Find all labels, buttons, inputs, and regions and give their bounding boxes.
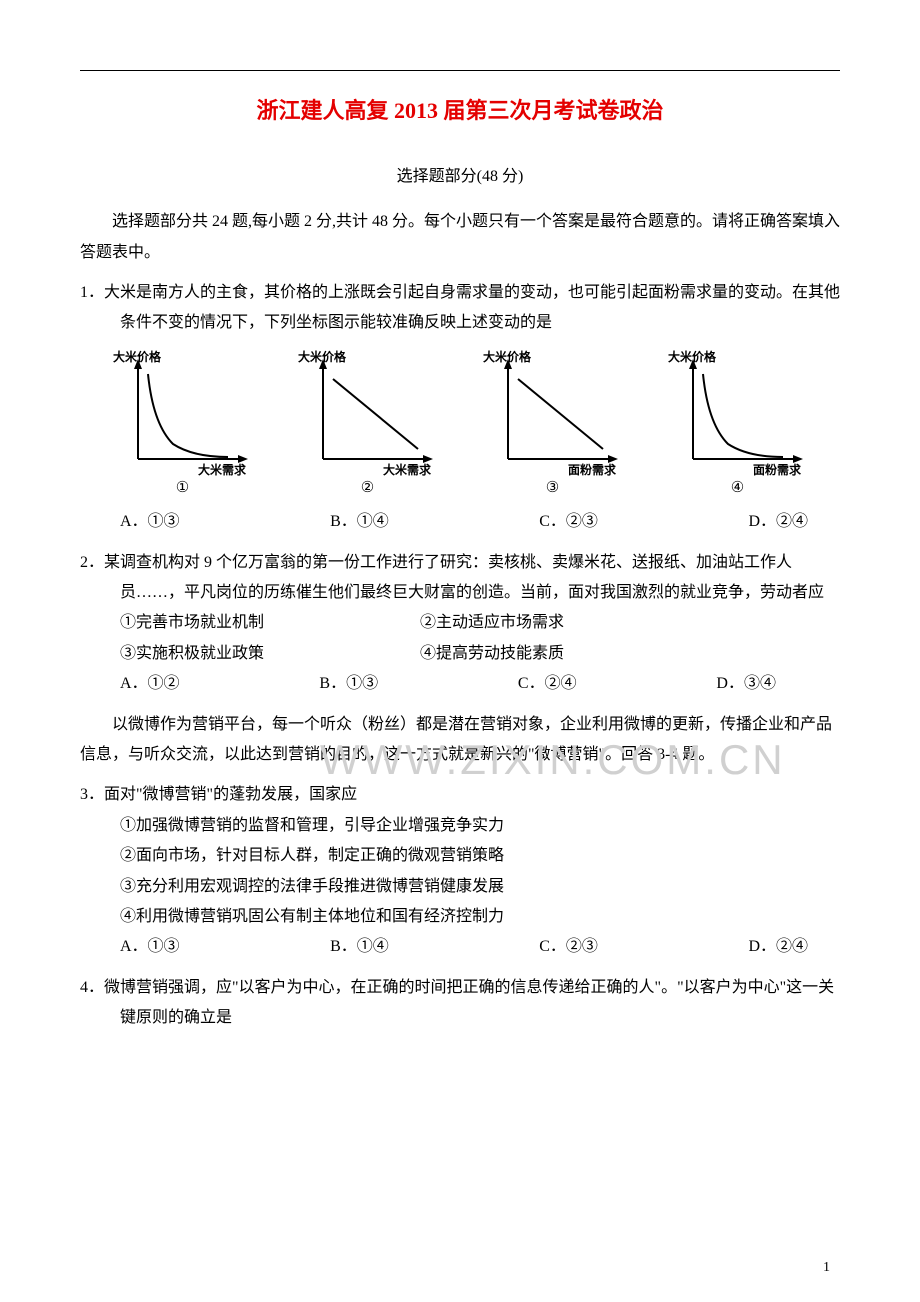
q3-options: A．①③ B．①④ C．②③ D．②④ [80, 932, 840, 962]
svg-text:面粉需求: 面粉需求 [568, 462, 617, 477]
q3-opt-b: B．①④ [330, 932, 389, 962]
q1-opt-c: C．②③ [539, 507, 598, 537]
passage-3-4: 以微博作为营销平台，每一个听众（粉丝）都是潜在营销对象，企业利用微博的更新，传播… [80, 710, 840, 771]
q2-options: A．①② B．①③ C．②④ D．③④ [80, 669, 840, 699]
question-4: 4．微博营销强调，应"以客户为中心，在正确的时间把正确的信息传递给正确的人"。"… [80, 973, 840, 1034]
question-3: 3．面对"微博营销"的蓬勃发展，国家应 ①加强微博营销的监督和管理，引导企业增强… [80, 780, 840, 962]
chart-1: 大米价格 大米需求 ① [108, 349, 258, 503]
q2-opt-a: A．①② [120, 669, 180, 699]
chart-4-svg: 大米价格 面粉需求 [663, 349, 813, 479]
q3-opt-d: D．②④ [748, 932, 808, 962]
chart-3-num: ③ [546, 474, 559, 503]
question-2: 2．某调查机构对 9 个亿万富翁的第一份工作进行了研究：卖核桃、卖爆米花、送报纸… [80, 548, 840, 700]
page-number: 1 [823, 1255, 830, 1282]
chart-1-num: ① [176, 474, 189, 503]
section-intro: 选择题部分共 24 题,每小题 2 分,共计 48 分。每个小题只有一个答案是最… [80, 207, 840, 268]
svg-text:面粉需求: 面粉需求 [753, 462, 802, 477]
section-subtitle: 选择题部分(48 分) [80, 162, 840, 192]
q1-options: A．①③ B．①④ C．②③ D．②④ [80, 507, 840, 537]
top-divider [80, 70, 840, 71]
q2-opt-c: C．②④ [518, 669, 577, 699]
q2-stem: 2．某调查机构对 9 个亿万富翁的第一份工作进行了研究：卖核桃、卖爆米花、送报纸… [80, 548, 840, 609]
q2-sub-row1: ①完善市场就业机制 ②主动适应市场需求 [80, 608, 840, 638]
q4-stem: 4．微博营销强调，应"以客户为中心，在正确的时间把正确的信息传递给正确的人"。"… [80, 973, 840, 1034]
q2-s3: ③实施积极就业政策 [120, 639, 420, 669]
q2-sub-row2: ③实施积极就业政策 ④提高劳动技能素质 [80, 639, 840, 669]
q2-opt-b: B．①③ [319, 669, 378, 699]
q3-opt-a: A．①③ [120, 932, 180, 962]
chart-1-svg: 大米价格 大米需求 [108, 349, 258, 479]
q3-opt-c: C．②③ [539, 932, 598, 962]
chart-2: 大米价格 大米需求 ② [293, 349, 443, 503]
q1-opt-d: D．②④ [748, 507, 808, 537]
q3-s4: ④利用微博营销巩固公有制主体地位和国有经济控制力 [120, 902, 840, 932]
q1-stem: 1．大米是南方人的主食，其价格的上涨既会引起自身需求量的变动，也可能引起面粉需求… [80, 278, 840, 339]
chart-3-svg: 大米价格 面粉需求 [478, 349, 628, 479]
chart-4: 大米价格 面粉需求 ④ [663, 349, 813, 503]
q1-opt-b: B．①④ [330, 507, 389, 537]
q2-s1: ①完善市场就业机制 [120, 608, 420, 638]
exam-title: 浙江建人高复 2013 届第三次月考试卷政治 [80, 90, 840, 132]
chart-2-num: ② [361, 474, 374, 503]
svg-text:大米需求: 大米需求 [198, 462, 247, 477]
q2-s2: ②主动适应市场需求 [420, 608, 564, 638]
q3-stem: 3．面对"微博营销"的蓬勃发展，国家应 [80, 780, 840, 810]
q3-s2: ②面向市场，针对目标人群，制定正确的微观营销策略 [120, 841, 840, 871]
svg-text:大米需求: 大米需求 [383, 462, 432, 477]
q1-opt-a: A．①③ [120, 507, 180, 537]
question-1: 1．大米是南方人的主食，其价格的上涨既会引起自身需求量的变动，也可能引起面粉需求… [80, 278, 840, 538]
q2-s4: ④提高劳动技能素质 [420, 639, 564, 669]
chart-2-svg: 大米价格 大米需求 [293, 349, 443, 479]
q3-s3: ③充分利用宏观调控的法律手段推进微博营销健康发展 [120, 872, 840, 902]
chart-3: 大米价格 面粉需求 ③ [478, 349, 628, 503]
q2-opt-d: D．③④ [716, 669, 776, 699]
q3-s1: ①加强微博营销的监督和管理，引导企业增强竞争实力 [120, 811, 840, 841]
q1-charts: 大米价格 大米需求 ① 大米价格 大米需求 ② [80, 349, 840, 503]
chart-4-num: ④ [731, 474, 744, 503]
